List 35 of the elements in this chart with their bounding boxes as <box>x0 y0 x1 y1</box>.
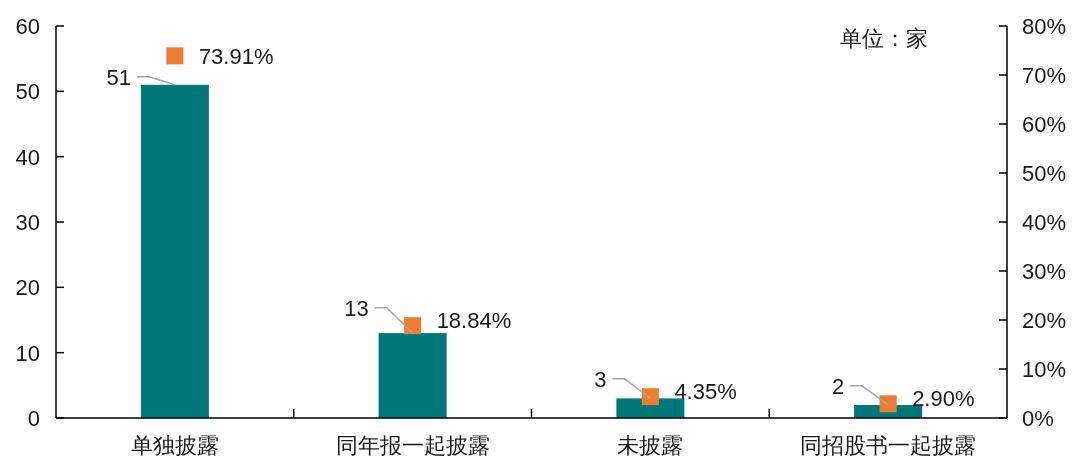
y-tick-label: 0 <box>27 405 40 431</box>
point <box>166 47 184 65</box>
y2-tick-label: 70% <box>1022 62 1067 88</box>
y2-tick-label: 60% <box>1022 111 1067 137</box>
y-tick-label: 60 <box>15 13 40 39</box>
data-label: 4.35% <box>674 378 737 404</box>
bar <box>140 84 209 418</box>
point <box>404 317 422 335</box>
x-tick-label: 单独披露 <box>130 432 219 458</box>
x-tick-label: 同招股书一起披露 <box>800 432 977 458</box>
y-tick-label: 30 <box>15 209 40 235</box>
data-label: 51 <box>106 64 131 90</box>
y2-tick-label: 20% <box>1022 307 1067 333</box>
y-tick-label: 20 <box>15 274 40 300</box>
y-tick-label: 50 <box>15 78 40 104</box>
y2-tick-label: 10% <box>1022 356 1067 382</box>
bar <box>378 333 447 418</box>
y2-tick-label: 50% <box>1022 160 1067 186</box>
data-label: 2 <box>831 373 845 399</box>
x-tick-label: 未披露 <box>617 432 684 458</box>
point <box>641 388 659 406</box>
data-label: 13 <box>344 295 369 321</box>
point <box>879 395 897 413</box>
data-label: 3 <box>594 366 607 392</box>
y-tick-label: 10 <box>15 340 40 366</box>
x-tick-label: 同年报一起披露 <box>335 432 490 458</box>
y2-tick-label: 80% <box>1022 13 1067 39</box>
y2-tick-label: 0% <box>1022 405 1054 431</box>
annotation: 单位：家 <box>840 25 928 51</box>
data-label: 18.84% <box>436 307 512 333</box>
data-label: 2.90% <box>912 385 975 411</box>
data-label: 73.91% <box>198 43 274 69</box>
y2-tick-label: 30% <box>1022 258 1067 284</box>
y-tick-label: 40 <box>15 144 40 170</box>
y2-tick-label: 40% <box>1022 209 1067 235</box>
